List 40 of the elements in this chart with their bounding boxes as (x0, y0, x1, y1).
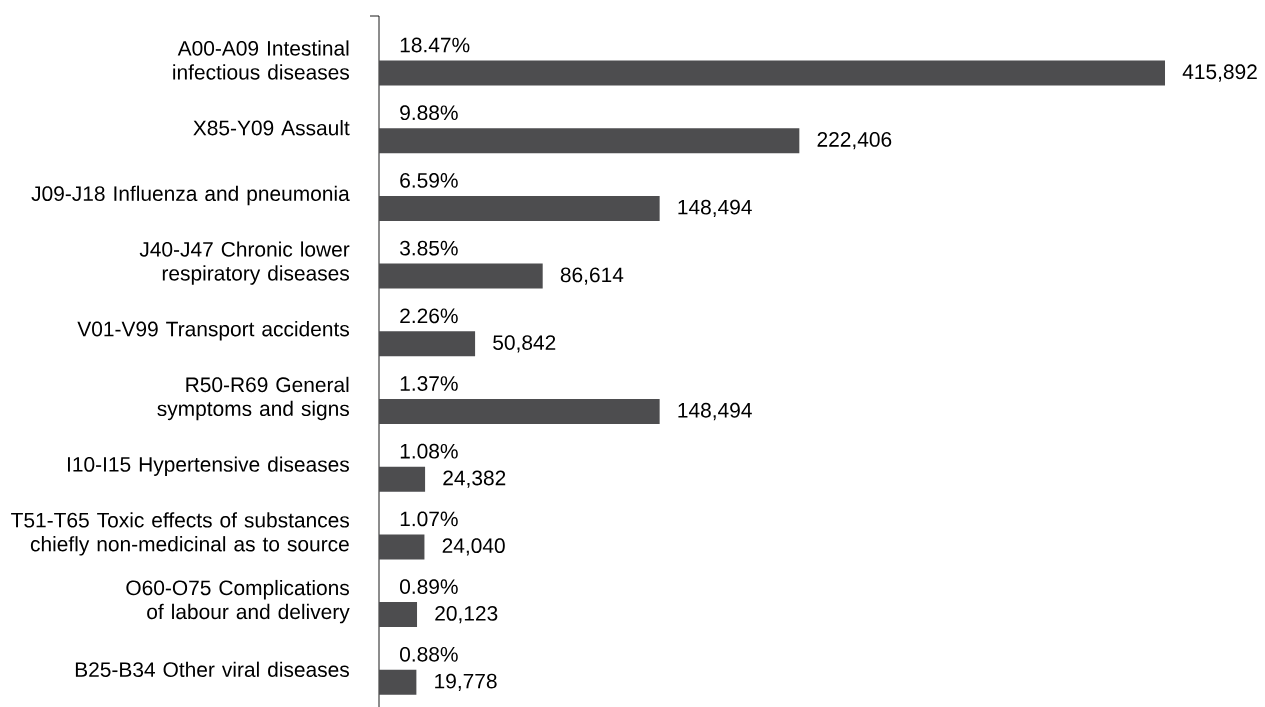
annotation: 1.07% (400, 511, 458, 527)
y-tick-label: O60-O75 Complications of labour and delivery (126, 579, 350, 624)
annotation: 1.08% (400, 443, 458, 459)
y-tick-label: X85-Y09 Assault (193, 120, 350, 136)
annotation: 18.47% (400, 37, 470, 53)
y-tick-label: J40-J47 Chronic lower respiratory diseases (139, 241, 350, 285)
bar (379, 669, 417, 695)
bar (379, 331, 476, 357)
annotation: 1.37% (400, 376, 458, 391)
annotation: 6.59% (400, 173, 458, 188)
y-tick-label: J09-J18 Influenza and pneumonia (31, 185, 350, 206)
y-tick-label: A00-A09 Intestinal infectious diseases (173, 40, 349, 80)
bar (379, 128, 800, 154)
bar (379, 60, 1166, 86)
annotation: 9.88% (400, 105, 458, 121)
data-label: 24,382 (443, 470, 506, 488)
data-label: 24,040 (442, 538, 505, 556)
data-label: 148,494 (678, 199, 752, 218)
y-tick-label: R50-R69 General symptoms and signs (157, 376, 349, 421)
bar (379, 399, 660, 425)
annotation: 0.88% (400, 646, 458, 662)
bar (379, 534, 425, 560)
data-label: 19,778 (435, 673, 497, 691)
y-tick-label: B25-B34 Other viral diseases (75, 661, 349, 677)
data-label: 20,123 (435, 605, 498, 624)
data-label: 148,494 (678, 402, 752, 421)
data-label: 50,842 (493, 335, 556, 353)
y-tick-label: T51-T65 Toxic effects of substances chiefly non-medicinal as to source (11, 512, 350, 556)
annotation: 3.85% (400, 240, 458, 256)
bar (379, 466, 426, 492)
y-tick-label: I10-I15 Hypertensive diseases (67, 456, 349, 476)
data-label: 86,614 (560, 267, 624, 285)
bar (379, 195, 660, 221)
annotation: 2.26% (400, 308, 458, 324)
y-tick-label: V01-V99 Transport accidents (77, 321, 349, 341)
data-label: 415,892 (1182, 64, 1257, 82)
annotation: 0.89% (400, 579, 458, 595)
bar (379, 263, 543, 289)
bar (379, 602, 418, 628)
data-label: 222,406 (817, 132, 892, 150)
